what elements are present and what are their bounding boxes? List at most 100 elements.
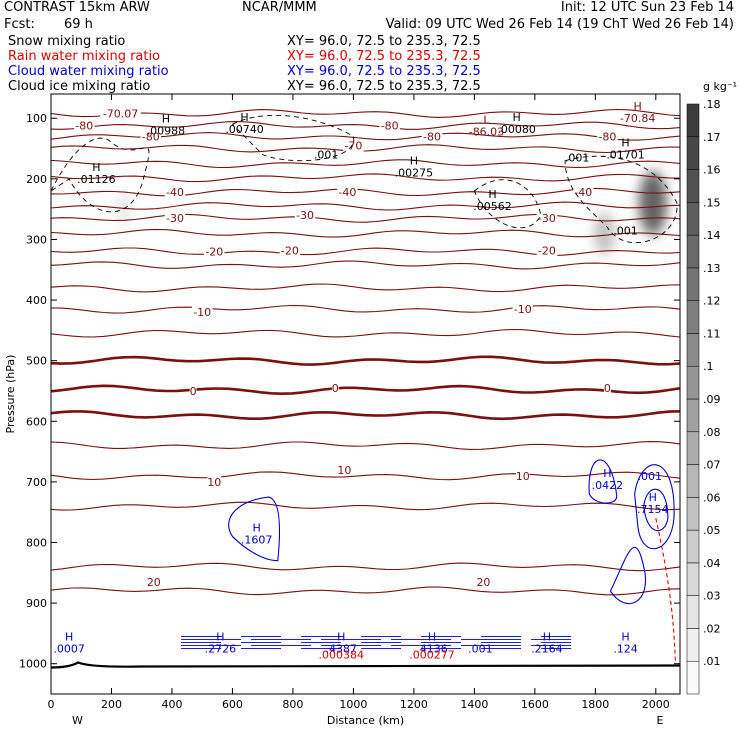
- extremum-value-14: .4387: [326, 642, 358, 655]
- colorbar-cell-14: [686, 202, 700, 236]
- cloud-ice-outline-0: [49, 137, 150, 213]
- field-xy-rain: XY= 96.0, 72.5 to 235.3, 72.5: [287, 49, 481, 64]
- colorbar-cell-4: [686, 529, 700, 564]
- temperature-contour-17: [50, 410, 681, 421]
- value-label-3: .001: [638, 470, 663, 483]
- extremum-kind-0: H: [162, 112, 170, 125]
- x-end-label-right: E: [657, 714, 664, 727]
- contour-label-18: 0: [190, 385, 197, 398]
- extremum-kind-6: H: [621, 137, 629, 150]
- extremum-kind-8: L: [483, 114, 490, 127]
- contour-label-5: -80: [598, 130, 616, 143]
- y-tick-label-5: 600: [26, 415, 47, 428]
- temperature-contour-4: [50, 159, 681, 169]
- contour-label-bg-22: [337, 463, 352, 476]
- contour-label-12: -30: [538, 212, 556, 225]
- extremum-value-7: -70.84: [620, 112, 655, 125]
- contour-label-bg-14: [279, 244, 301, 257]
- temperature-contour-9: [50, 228, 681, 238]
- extremum-kind-4: H: [488, 188, 496, 201]
- contour-label-4: -80: [423, 130, 441, 143]
- x-tick-label-4: 800: [282, 698, 303, 711]
- contour-label-bg-23: [515, 469, 530, 482]
- temperature-contour-16: [50, 384, 681, 396]
- value-label-0: .001: [314, 149, 339, 162]
- colorbar-cell-0: [686, 660, 700, 695]
- x-tick-label-3: 600: [222, 698, 243, 711]
- y-tick-label-1: 200: [26, 173, 47, 186]
- contour-label-19: 0: [332, 382, 339, 395]
- y-tick-label-3: 400: [26, 294, 47, 307]
- header-fcst-value: 69 h: [64, 17, 93, 32]
- extremum-kind-2: H: [92, 161, 100, 174]
- x-tick-label-0: 0: [48, 698, 55, 711]
- extremum-value-9: .1607: [241, 533, 273, 546]
- y-axis-label: Pressure (hPa): [4, 355, 17, 434]
- cloud-water-outline-3: [643, 488, 669, 532]
- contour-label-bg-7: [164, 186, 186, 199]
- colorbar-cell-16: [686, 136, 700, 170]
- colorbar-label-16: .17: [703, 131, 721, 144]
- colorbar-label-11: .12: [703, 295, 721, 308]
- contour-label-bg-21: [207, 475, 222, 488]
- rain-outline: [655, 518, 677, 664]
- contour-label-bg-1: [74, 119, 95, 132]
- extremum-value-3: .00275: [395, 167, 434, 180]
- x-tick-label-2: 400: [161, 698, 182, 711]
- temperature-contour-19: [50, 471, 681, 481]
- x-tick-label-10: 2000: [642, 698, 670, 711]
- colorbar-cell-12: [686, 267, 700, 301]
- extremum-kind-3: H: [410, 155, 418, 168]
- contour-label-bg-12: [536, 212, 558, 225]
- contour-label-bg-11: [294, 209, 316, 222]
- extremum-kind-17: H: [621, 630, 629, 643]
- x-axis-label: Distance (km): [327, 714, 404, 727]
- contour-label-bg-3: [379, 119, 400, 132]
- field-xy-cloudwater: XY= 96.0, 72.5 to 235.3, 72.5: [287, 64, 481, 79]
- y-tick-label-4: 500: [26, 355, 47, 368]
- contour-label-bg-16: [192, 306, 213, 319]
- contour-label-bg-0: [100, 107, 141, 120]
- extremum-kind-5: H: [513, 111, 521, 124]
- contour-label-bg-10: [164, 212, 186, 225]
- y-tick-label-9: 1000: [19, 658, 47, 671]
- y-tick-label-7: 800: [26, 536, 47, 549]
- extremum-value-0: .00988: [147, 124, 186, 137]
- extremum-kind-11: H: [649, 491, 657, 504]
- contour-label-bg-19: [331, 381, 339, 394]
- contour-label-7: -40: [166, 186, 184, 199]
- contour-label-bg-17: [512, 303, 533, 316]
- contour-label-bg-15: [536, 244, 558, 257]
- value-label-5: .000384: [319, 649, 365, 662]
- contour-label-bg-9: [573, 186, 594, 199]
- contour-label-14: -20: [281, 244, 299, 257]
- field-name-snow: Snow mixing ratio: [8, 34, 126, 49]
- colorbar-label-0: .01: [703, 655, 721, 668]
- contour-label-bg-6: [343, 139, 364, 152]
- extremum-value-17: .124: [613, 642, 638, 655]
- value-label-2: .001: [613, 224, 638, 237]
- contour-label-bg-18: [189, 384, 197, 397]
- extremum-value-4: .00562: [473, 200, 512, 213]
- contour-label-23: 10: [516, 470, 530, 483]
- extremum-value-13: .2726: [205, 642, 237, 655]
- contour-label-8: -40: [338, 186, 356, 199]
- colorbar-label-17: .18: [703, 98, 721, 111]
- colorbar-cell-13: [686, 234, 700, 269]
- temperature-contour-5: [50, 173, 681, 183]
- extremum-kind-7: H: [634, 100, 642, 113]
- extremum-kind-16: H: [543, 630, 551, 643]
- temperature-contour-10: [50, 247, 681, 257]
- contour-label-1: -80: [75, 120, 93, 133]
- temperature-contour-12: [50, 283, 681, 293]
- extremum-value-2: .01126: [77, 173, 116, 186]
- header-model: CONTRAST 15km ARW: [4, 0, 150, 15]
- cloud-water-outline-0: [228, 496, 281, 562]
- temperature-contour-20: [50, 501, 681, 511]
- cloud-water-outline-1: [588, 459, 618, 504]
- header-init: Init: 12 UTC Sun 23 Feb 14: [560, 0, 734, 15]
- contour-label-6: -70: [344, 140, 362, 153]
- colorbar-label-1: .02: [703, 622, 721, 635]
- colorbar-label-9: .1: [703, 360, 714, 373]
- contour-label-bg-24: [147, 575, 161, 588]
